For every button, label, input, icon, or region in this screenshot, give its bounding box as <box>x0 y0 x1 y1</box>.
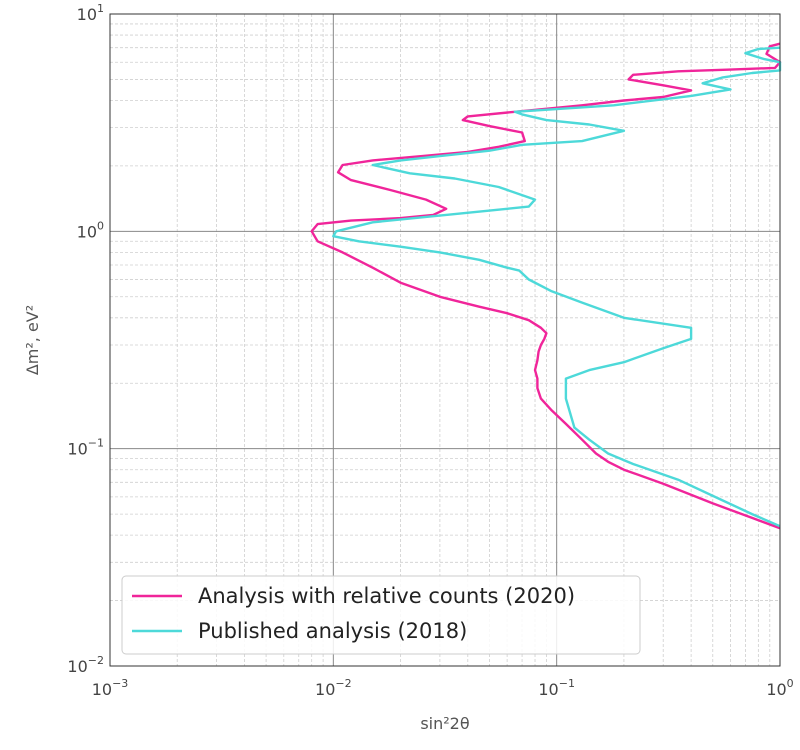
series-layer <box>310 42 782 530</box>
minor-grid <box>110 14 780 666</box>
x-tick-label: 100 <box>766 677 793 699</box>
legend-box <box>121 575 641 655</box>
y-tick-labels: 10−2 10−1 100 101 <box>67 2 104 676</box>
series-line-2018 <box>332 46 782 528</box>
y-tick-label: 10−2 <box>67 654 104 676</box>
legend: Analysis with relative counts (2020) Pub… <box>121 575 641 655</box>
y-tick-label: 10−1 <box>67 437 104 459</box>
legend-label-2020: Analysis with relative counts (2020) <box>198 584 575 608</box>
legend-label-2018: Published analysis (2018) <box>198 619 467 643</box>
y-axis-label: Δm², eV² <box>23 305 42 375</box>
plot-frame <box>109 13 781 667</box>
x-tick-label: 10−1 <box>538 677 575 699</box>
x-axis-label: sin²2θ <box>420 714 469 733</box>
y-tick-label: 100 <box>77 219 104 241</box>
x-tick-labels: 10−3 10−2 10−1 100 <box>92 677 794 699</box>
plot-background <box>110 14 780 666</box>
x-tick-label: 10−3 <box>92 677 129 699</box>
series-line-2020 <box>310 42 782 530</box>
x-tick-label: 10−2 <box>315 677 352 699</box>
y-tick-label: 101 <box>77 2 104 24</box>
